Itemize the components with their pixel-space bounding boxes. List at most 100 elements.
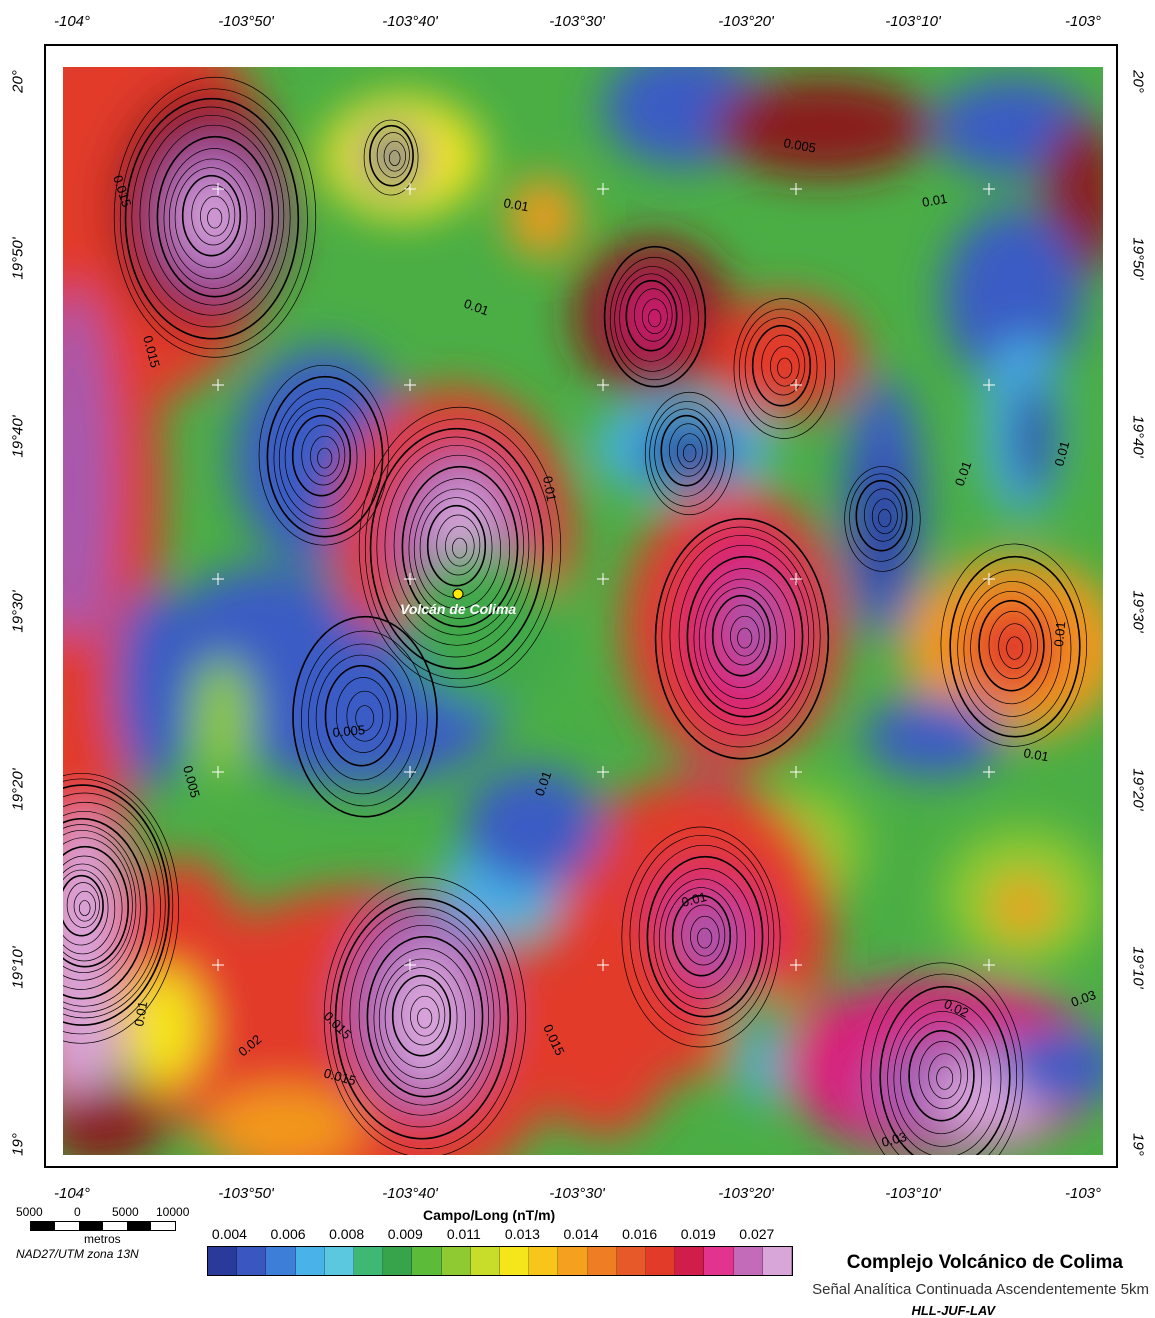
anomaly-shape xyxy=(508,177,578,257)
anomaly-shape xyxy=(993,877,1053,937)
anomaly-shape xyxy=(63,287,113,687)
contour-label: 0.01 xyxy=(131,1000,150,1028)
legend-swatch xyxy=(266,1247,296,1275)
anomaly-shape xyxy=(748,1027,778,1107)
contour-line xyxy=(191,184,236,246)
contour-line xyxy=(174,167,248,268)
axis-tick-label: 19° xyxy=(1129,1133,1147,1156)
anomaly-shape xyxy=(963,597,1063,697)
contour-line xyxy=(603,245,707,388)
contour-line xyxy=(317,447,333,469)
axis-tick-label: -103°40' xyxy=(382,1185,438,1202)
legend-labels: 0.004 0.006 0.008 0.009 0.011 0.013 0.014 0.016… xyxy=(206,1226,796,1244)
contour-line xyxy=(629,834,775,1036)
contour-line xyxy=(619,273,683,362)
contour-line xyxy=(738,308,826,430)
contour-line xyxy=(669,423,708,477)
contour-line xyxy=(291,414,352,497)
axis-tick-label: 19°10' xyxy=(1129,946,1147,989)
contour-line xyxy=(661,526,821,748)
contour-line xyxy=(376,132,410,178)
contour-line xyxy=(849,473,913,562)
legend-label: 0.013 xyxy=(504,1226,540,1242)
contour-line xyxy=(625,279,678,352)
legend-label: 0.009 xyxy=(387,1226,423,1242)
contour-line xyxy=(63,837,133,974)
anomaly-shape xyxy=(123,967,203,1087)
contour-line xyxy=(678,544,809,726)
contour-line xyxy=(63,817,148,1000)
contour-line xyxy=(436,514,481,576)
contour-line xyxy=(378,958,466,1080)
contour-line xyxy=(148,124,279,306)
contour-line xyxy=(341,906,501,1128)
contour-line xyxy=(751,324,812,407)
contour-label: 0.03 xyxy=(880,1129,908,1150)
color-legend xyxy=(207,1246,793,1276)
legend-caption: Campo/Long (nT/m) xyxy=(423,1207,556,1223)
anomaly-shape xyxy=(463,767,603,887)
axis-tick-label: -103°20' xyxy=(718,13,774,30)
contour-line xyxy=(963,581,1062,717)
contour-line xyxy=(63,829,137,981)
legend-label: 0.008 xyxy=(329,1226,365,1242)
contour-line xyxy=(614,266,691,372)
axis-tick-label: -103°10' xyxy=(885,1185,941,1202)
map-frame xyxy=(44,44,1118,1168)
contour-line xyxy=(363,119,419,196)
legend-swatch xyxy=(704,1247,734,1275)
contour-line xyxy=(649,401,726,507)
contour-line xyxy=(376,436,536,658)
axis-tick-label: 19°50' xyxy=(1129,237,1147,280)
contour-line xyxy=(660,414,713,487)
contour-line xyxy=(646,855,764,1018)
contour-line xyxy=(300,630,428,807)
contour-line xyxy=(644,391,734,516)
legend-swatch xyxy=(324,1247,355,1275)
contour-line xyxy=(355,705,375,731)
contour-line xyxy=(870,973,1018,1155)
contour-line xyxy=(139,114,285,316)
contour-line xyxy=(266,375,384,538)
contour-line xyxy=(334,897,510,1140)
contour-line xyxy=(711,594,772,677)
contour-line xyxy=(998,623,1032,670)
contour-line xyxy=(364,418,553,680)
axis-tick-label: -103°50' xyxy=(218,1185,274,1202)
contour-line xyxy=(358,406,562,688)
anomaly-shape xyxy=(63,1087,163,1155)
contour-line xyxy=(658,878,746,1000)
contour-line xyxy=(690,915,720,957)
axis-tick-label: -103° xyxy=(1064,13,1102,30)
contour-line xyxy=(258,364,389,546)
legend-swatch xyxy=(412,1247,442,1275)
axis-tick-label: 19°40' xyxy=(1129,415,1147,458)
contour-line xyxy=(308,643,417,795)
contour-line xyxy=(928,1053,962,1100)
contour-line xyxy=(410,995,440,1037)
contour-label: 0.01 xyxy=(1022,745,1050,764)
contour-label: 0.01 xyxy=(680,889,708,910)
contour-line xyxy=(163,148,266,289)
legend-label: 0.006 xyxy=(270,1226,306,1242)
contour-line xyxy=(949,555,1081,738)
contour-line xyxy=(1006,636,1024,660)
contour-line xyxy=(78,900,91,916)
contour-line xyxy=(737,627,753,649)
contour-line xyxy=(648,308,662,328)
legend-swatch xyxy=(383,1247,413,1275)
contour-line xyxy=(664,887,738,988)
legend-label: 0.019 xyxy=(680,1226,716,1242)
legend-swatch xyxy=(558,1247,588,1275)
contour-line xyxy=(609,256,699,381)
contour-line xyxy=(669,534,815,736)
contour-line xyxy=(940,543,1088,747)
contour-label: 0.005 xyxy=(782,135,817,155)
legend-label: 0.014 xyxy=(563,1226,599,1242)
contour-line xyxy=(401,465,519,628)
contour-line xyxy=(315,654,407,781)
anomaly-shape xyxy=(403,547,563,707)
axis-tick-label: -104° xyxy=(53,13,91,30)
anomaly-shape xyxy=(363,129,423,185)
contour-line xyxy=(63,801,161,1013)
